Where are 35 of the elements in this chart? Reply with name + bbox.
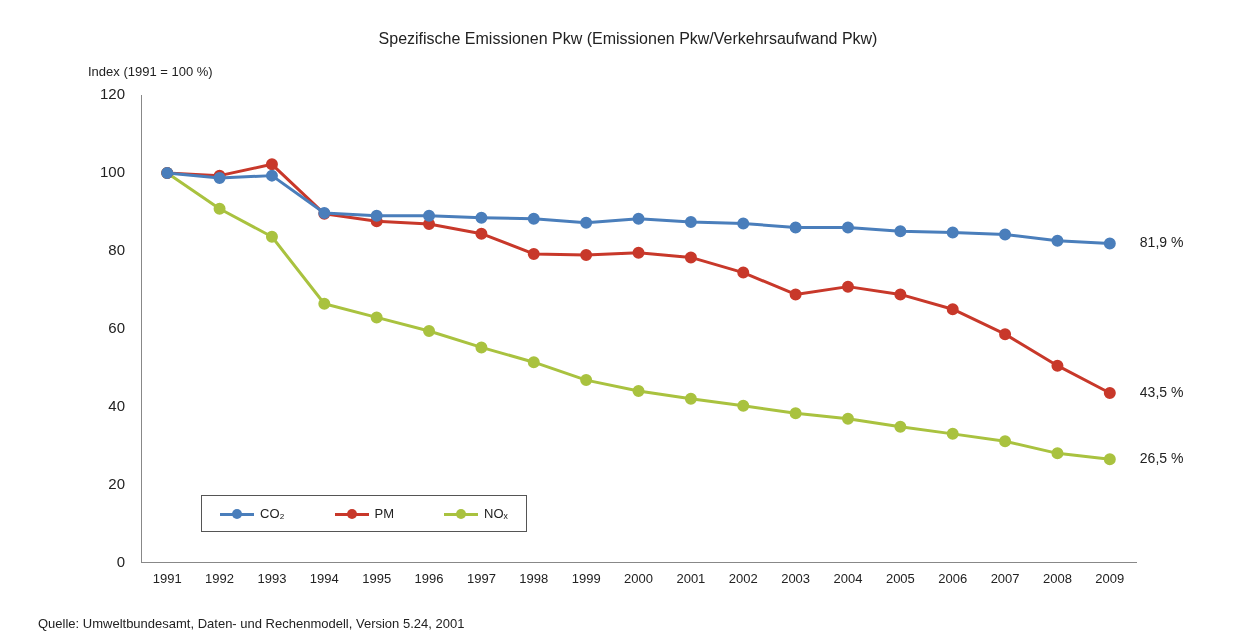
y-tick-label: 0: [116, 552, 126, 570]
x-tick-label: 2004: [833, 570, 863, 586]
legend-label: PM: [374, 506, 395, 522]
x-tick-label: 1993: [257, 570, 287, 586]
chart-title: Spezifische Emissionen Pkw (Emissionen Pkw/Verkehrsaufwand Pkw): [377, 30, 879, 48]
x-tick-label: 1996: [414, 570, 444, 586]
x-tick-label: 2000: [624, 570, 653, 586]
x-tick-label: 2008: [1042, 570, 1072, 586]
x-tick-label: 1991: [152, 570, 182, 586]
annotation: 43,5 %: [1139, 383, 1184, 400]
x-tick-label: 1998: [519, 570, 549, 586]
annotation: 26,5 %: [1139, 450, 1184, 467]
y-tick-label: 100: [100, 163, 126, 181]
legend-label: NOₓ: [484, 506, 508, 522]
x-tick-label: 1994: [309, 570, 339, 586]
y-tick-label: 80: [108, 240, 126, 258]
x-tick-label: 2007: [990, 570, 1020, 586]
x-tick-label: 1999: [571, 570, 601, 586]
x-tick-label: 2001: [676, 570, 706, 586]
legend-label: CO₂: [260, 506, 285, 522]
y-axis-title: Index (1991 = 100 %): [88, 64, 213, 79]
x-tick-label: 2009: [1095, 570, 1125, 586]
x-tick-label: 2003: [781, 570, 811, 586]
x-tick-label: 2005: [885, 570, 915, 586]
annotation: 81,9 %: [1139, 234, 1184, 251]
x-tick-label: 1995: [362, 570, 392, 586]
y-tick-label: 120: [100, 85, 126, 103]
source-note: Quelle: Umweltbundesamt, Daten- und Rechenmodell, Version 5.24, 2001: [38, 616, 465, 631]
x-tick-label: 1997: [466, 570, 496, 586]
y-tick-label: 60: [108, 318, 126, 336]
y-tick-label: 20: [108, 474, 126, 492]
x-tick-label: 2006: [938, 570, 968, 586]
y-tick-label: 40: [108, 396, 126, 414]
x-tick-label: 2002: [728, 570, 758, 586]
x-tick-label: 1992: [205, 570, 235, 586]
